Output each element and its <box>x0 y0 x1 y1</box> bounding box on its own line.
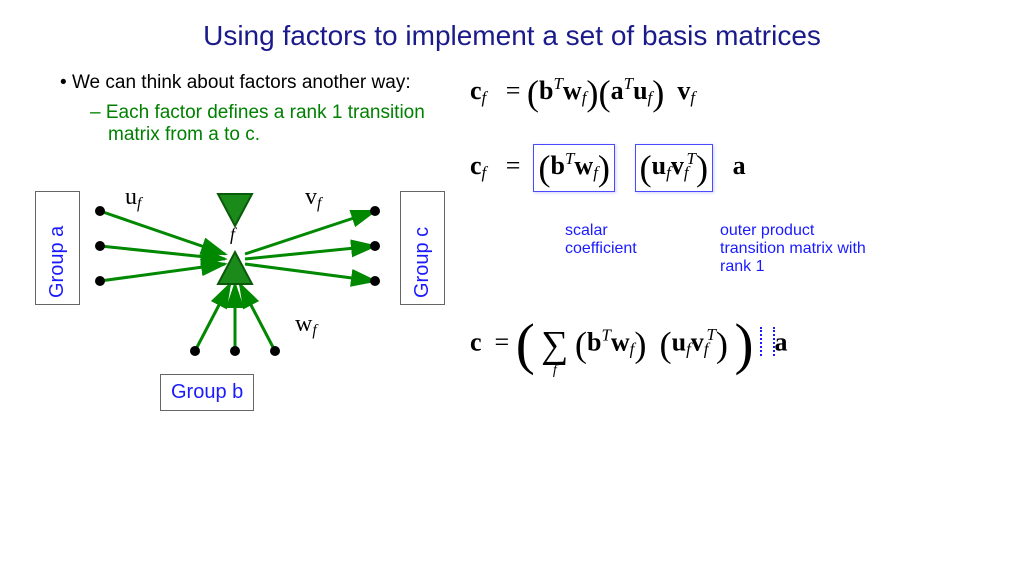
equation-1: cf = (bTwf)(aTuf) vf <box>470 72 970 114</box>
right-column: cf = (bTwf)(aTuf) vf cf = (bTwf) (ufvfT)… <box>470 72 970 436</box>
scalar-annotation: scalar coefficient <box>565 222 665 258</box>
bullet-sub: Each factor defines a rank 1 transition … <box>90 102 450 146</box>
group-b-box: Group b <box>160 374 254 411</box>
equation-2: cf = (bTwf) (ufvfT) a <box>470 144 970 192</box>
bullet-main: We can think about factors another way: <box>60 72 450 94</box>
outer-product-box: (ufvfT) <box>635 144 714 192</box>
dotted-separator <box>760 327 775 356</box>
sigma-icon: ∑f <box>541 323 568 367</box>
u-label: uf <box>125 184 141 213</box>
group-c-box: Group c <box>400 191 445 305</box>
w-label: wf <box>295 311 317 340</box>
group-a-box: Group a <box>35 191 80 305</box>
scalar-box: (bTwf) <box>533 144 615 192</box>
factor-diagram: Group a Group c Group b uf vf wf f <box>30 156 450 436</box>
v-label: vf <box>305 184 321 213</box>
page-title: Using factors to implement a set of basi… <box>30 20 994 52</box>
content-row: We can think about factors another way: … <box>30 72 994 436</box>
equation-3: c = ( ∑f (bTwf) (ufvfT) ) a <box>470 312 970 377</box>
outer-product-annotation: outer product transition matrix with ran… <box>720 222 870 276</box>
f-label: f <box>230 224 235 245</box>
left-column: We can think about factors another way: … <box>30 72 450 436</box>
